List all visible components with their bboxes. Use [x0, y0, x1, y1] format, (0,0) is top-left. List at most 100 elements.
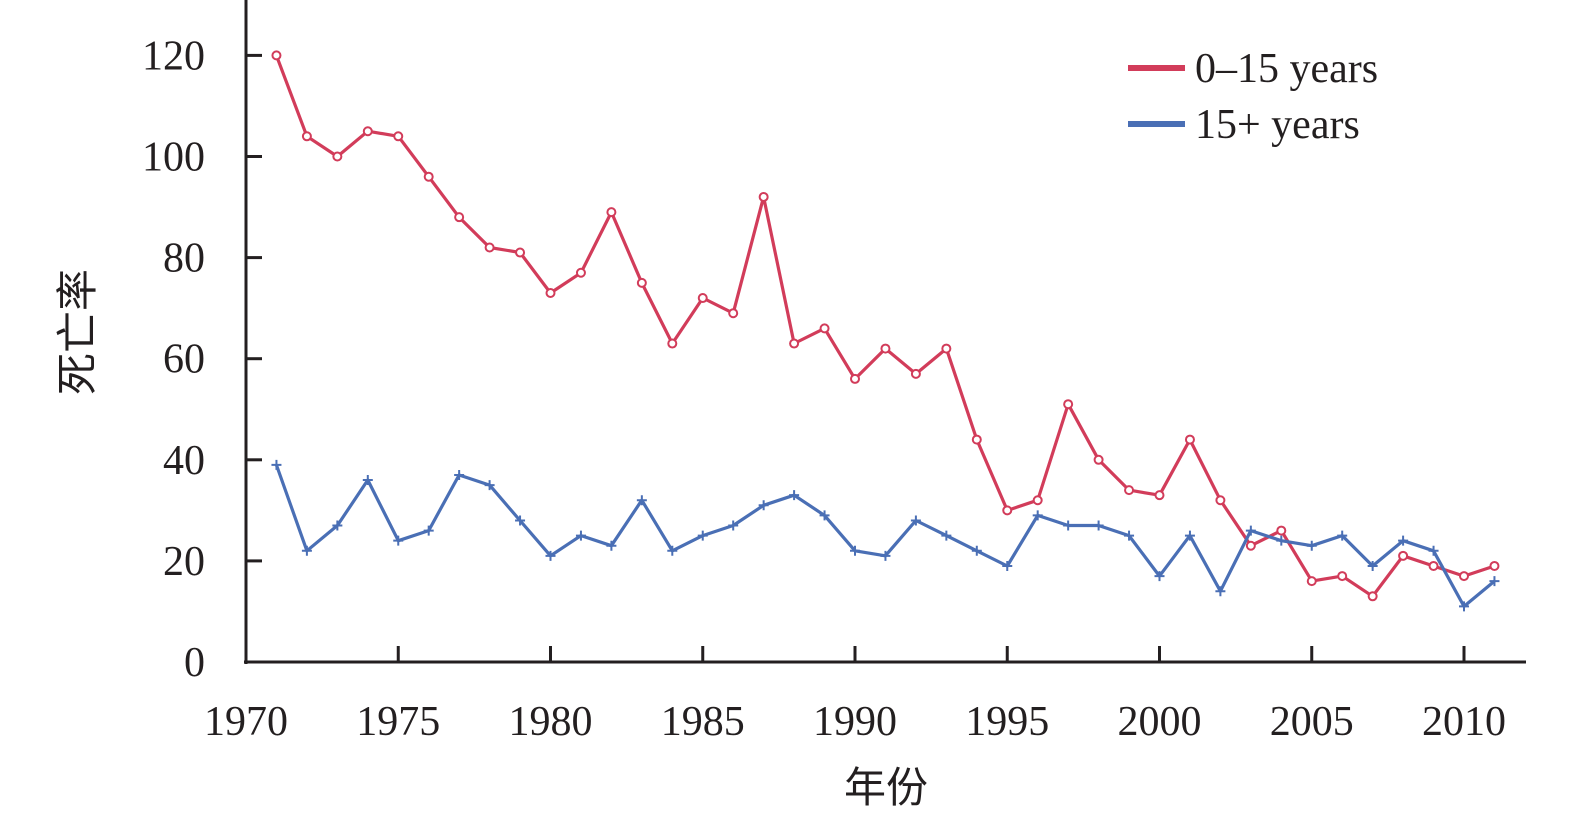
data-point — [1398, 535, 1409, 546]
data-point — [454, 469, 465, 480]
data-point — [1459, 571, 1469, 582]
data-point — [941, 530, 952, 541]
data-point — [301, 545, 312, 556]
data-point — [1306, 540, 1317, 551]
data-point — [1093, 454, 1104, 465]
data-point — [393, 535, 404, 546]
data-point — [1489, 576, 1500, 587]
data-point — [789, 490, 800, 501]
data-point — [606, 540, 617, 551]
legend-item: 15+ years — [1128, 102, 1360, 148]
x-axis-title: 年份 — [844, 763, 928, 812]
data-point — [332, 520, 343, 531]
data-point — [575, 267, 586, 278]
data-point — [1154, 490, 1165, 501]
data-point — [850, 545, 860, 556]
data-point — [1276, 535, 1287, 546]
data-point — [515, 247, 526, 258]
data-point — [393, 131, 404, 142]
x-tick-label: 1995 — [965, 699, 1049, 745]
y-axis-title: 死亡率 — [53, 269, 102, 395]
data-point — [1245, 525, 1256, 536]
data-point — [667, 338, 678, 349]
data-point — [1398, 550, 1409, 561]
data-point — [271, 50, 282, 61]
data-point — [1337, 571, 1348, 582]
data-point — [545, 550, 556, 561]
data-point — [1002, 560, 1013, 571]
data-point — [850, 373, 860, 384]
data-point — [910, 368, 921, 379]
y-tick-label: 40 — [163, 438, 205, 484]
x-tick-label: 2000 — [1118, 699, 1202, 745]
data-point — [941, 343, 952, 354]
data-point — [1489, 560, 1500, 571]
data-point — [423, 525, 434, 536]
data-point — [545, 287, 556, 298]
y-tick-label: 80 — [163, 236, 205, 282]
y-ticks: 0 20 40 60 80 100 120 — [142, 33, 262, 686]
legend: 0–15 years 15+ years — [1128, 46, 1378, 148]
data-point — [1124, 485, 1135, 496]
data-point — [1215, 586, 1226, 597]
y-tick-label: 0 — [184, 640, 205, 686]
data-point — [1428, 560, 1439, 571]
data-point — [697, 293, 708, 304]
data-point — [454, 212, 465, 223]
data-point — [636, 495, 647, 506]
series-1 — [271, 50, 1500, 602]
legend-label: 0–15 years — [1195, 46, 1378, 92]
data-point — [423, 171, 434, 182]
data-point — [1184, 434, 1195, 445]
data-point — [1184, 530, 1195, 541]
data-point — [971, 434, 982, 445]
series-layer — [271, 50, 1500, 612]
data-point — [484, 242, 495, 253]
data-point — [728, 520, 739, 531]
data-point — [667, 545, 678, 556]
data-point — [1002, 505, 1013, 516]
data-point — [1459, 601, 1469, 612]
data-point — [1154, 571, 1165, 582]
data-point — [1428, 545, 1439, 556]
legend-item: 0–15 years — [1128, 46, 1378, 92]
x-tick-label: 1990 — [813, 699, 897, 745]
data-point — [606, 207, 617, 218]
legend-label: 15+ years — [1195, 102, 1360, 148]
data-point — [484, 480, 495, 491]
data-point — [1367, 591, 1378, 602]
data-point — [697, 530, 708, 541]
data-point — [1367, 560, 1378, 571]
data-point — [880, 550, 891, 561]
x-tick-label: 1970 — [204, 699, 288, 745]
x-tick-label: 1980 — [509, 699, 593, 745]
data-point — [789, 338, 800, 349]
axes — [244, 0, 1526, 664]
x-ticks: 1970 1975 1980 1985 1990 1995 2000 2005 2010 — [204, 646, 1506, 745]
data-point — [1245, 540, 1256, 551]
data-point — [1306, 576, 1317, 587]
data-point — [1063, 399, 1074, 410]
x-tick-label: 1975 — [356, 699, 440, 745]
data-point — [362, 475, 373, 486]
data-point — [819, 510, 830, 521]
data-point — [515, 515, 526, 526]
y-tick-label: 60 — [163, 337, 205, 383]
data-point — [301, 131, 312, 142]
data-point — [332, 151, 343, 162]
x-tick-label: 2005 — [1270, 699, 1354, 745]
data-point — [971, 545, 982, 556]
y-tick-label: 120 — [142, 33, 205, 79]
x-tick-label: 2010 — [1422, 699, 1506, 745]
y-tick-label: 100 — [142, 135, 205, 181]
data-point — [819, 323, 830, 334]
data-point — [362, 126, 373, 137]
data-point — [758, 500, 769, 511]
data-point — [1124, 530, 1135, 541]
y-tick-label: 20 — [163, 539, 205, 585]
series-2 — [271, 459, 1500, 612]
data-point — [1337, 530, 1348, 541]
data-point — [1093, 520, 1104, 531]
